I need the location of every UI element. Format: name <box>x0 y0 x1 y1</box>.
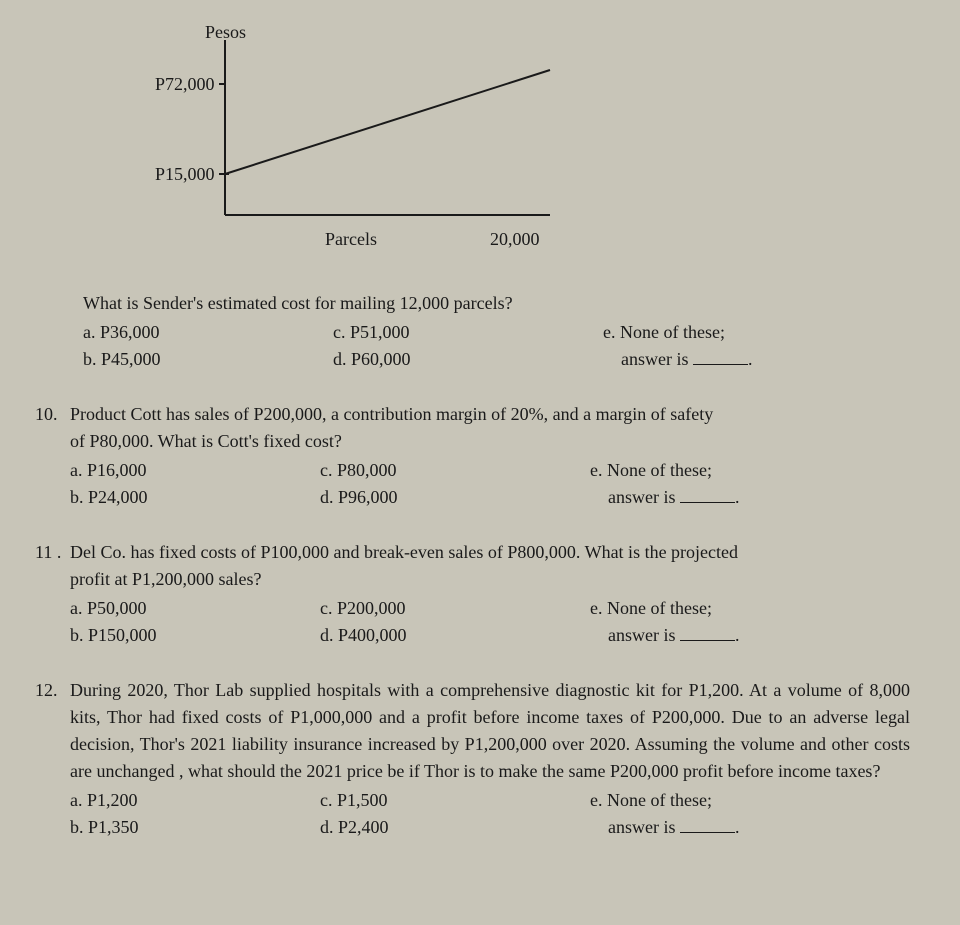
x-tick-20000: 20,000 <box>490 229 540 249</box>
option-b: b. P45,000 <box>83 346 333 373</box>
answer-line: answer is . <box>590 622 840 649</box>
question-12-options: a. P1,200 b. P1,350 c. P1,500 d. P2,400 … <box>70 787 910 841</box>
option-c: c. P1,500 <box>320 787 590 814</box>
answer-line: answer is . <box>590 814 840 841</box>
question-number: 12. <box>35 677 70 841</box>
x-axis-title: Parcels <box>325 229 377 249</box>
answer-line: answer is . <box>590 484 840 511</box>
question-number: 11 . <box>35 539 70 649</box>
option-a: a. P36,000 <box>83 319 333 346</box>
option-c: c. P200,000 <box>320 595 590 622</box>
question-11-text: Del Co. has fixed costs of P100,000 and … <box>70 539 910 649</box>
question-10: 10. Product Cott has sales of P200,000, … <box>35 401 910 511</box>
answer-line: answer is . <box>603 346 853 373</box>
question-9: What is Sender's estimated cost for mail… <box>35 290 910 373</box>
option-d: d. P2,400 <box>320 814 590 841</box>
option-d: d. P96,000 <box>320 484 590 511</box>
question-11-options: a. P50,000 b. P150,000 c. P200,000 d. P4… <box>70 595 910 649</box>
option-e: e. None of these; <box>590 595 840 622</box>
question-10-text: Product Cott has sales of P200,000, a co… <box>70 401 910 511</box>
option-c: c. P80,000 <box>320 457 590 484</box>
option-a: a. P50,000 <box>70 595 320 622</box>
option-e: e. None of these; <box>590 457 840 484</box>
question-10-options: a. P16,000 b. P24,000 c. P80,000 d. P96,… <box>70 457 910 511</box>
chart-svg: Pesos P72,000 P15,000 Parcels 20,000 <box>155 20 585 260</box>
option-d: d. P60,000 <box>333 346 603 373</box>
question-9-text: What is Sender's estimated cost for mail… <box>83 290 910 317</box>
option-e: e. None of these; <box>603 319 853 346</box>
question-number: 10. <box>35 401 70 511</box>
question-11: 11 . Del Co. has fixed costs of P100,000… <box>35 539 910 649</box>
y-tick-72000: P72,000 <box>155 74 215 94</box>
y-axis-title: Pesos <box>205 22 246 42</box>
question-9-options: a. P36,000 b. P45,000 c. P51,000 d. P60,… <box>83 319 910 373</box>
option-b: b. P1,350 <box>70 814 320 841</box>
cost-line <box>225 70 550 174</box>
question-12: 12. During 2020, Thor Lab supplied hospi… <box>35 677 910 841</box>
option-b: b. P24,000 <box>70 484 320 511</box>
option-b: b. P150,000 <box>70 622 320 649</box>
y-tick-15000: P15,000 <box>155 164 215 184</box>
option-a: a. P1,200 <box>70 787 320 814</box>
option-a: a. P16,000 <box>70 457 320 484</box>
cost-chart: Pesos P72,000 P15,000 Parcels 20,000 <box>155 20 910 260</box>
option-c: c. P51,000 <box>333 319 603 346</box>
option-e: e. None of these; <box>590 787 840 814</box>
option-d: d. P400,000 <box>320 622 590 649</box>
question-12-text: During 2020, Thor Lab supplied hospitals… <box>70 677 910 841</box>
exam-page: Pesos P72,000 P15,000 Parcels 20,000 Wha… <box>0 0 960 889</box>
